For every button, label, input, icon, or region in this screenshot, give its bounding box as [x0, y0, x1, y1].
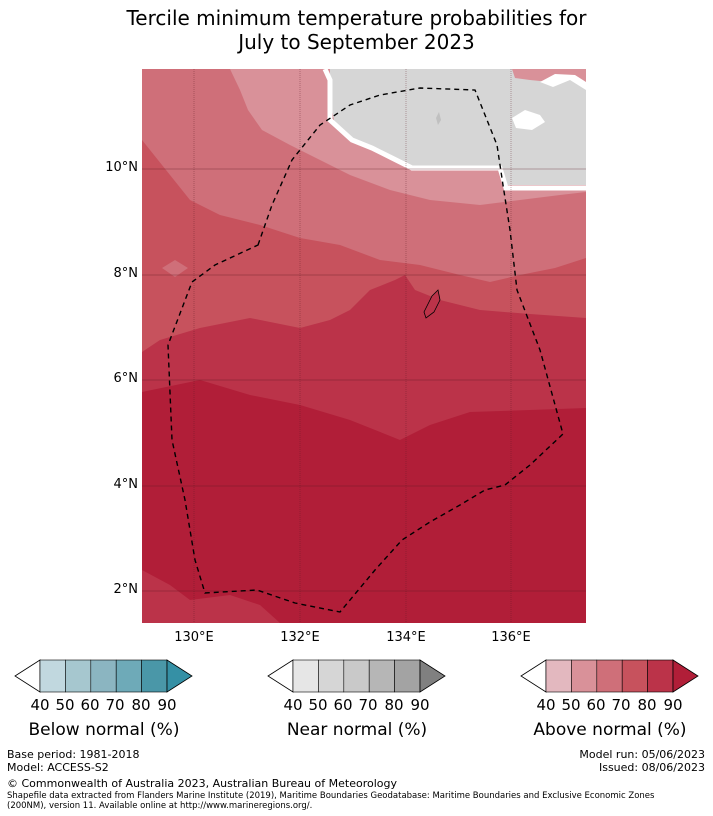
zone-gap-corner: [512, 69, 586, 85]
zone-gap-patch: [512, 110, 545, 130]
lat-label-2n: 2°N: [113, 582, 139, 597]
colorbar-near-label: Near normal (%): [286, 720, 428, 740]
colorbar-extend-low: [267, 659, 294, 693]
zone-above-60-blob: [162, 260, 188, 277]
colorbar-segment: [65, 659, 92, 693]
tick-label: 50: [308, 696, 328, 714]
issued-date: Issued: 08/06/2023: [598, 761, 705, 774]
colorbar-segment: [39, 659, 66, 693]
zone-above-80-south: [142, 570, 280, 623]
tick-label: 70: [358, 696, 378, 714]
zone-near-normal: [330, 69, 586, 185]
tick-label: 60: [586, 696, 606, 714]
map-title: Tercile minimum temperature probabilitie…: [0, 6, 713, 54]
tick-label: 90: [410, 696, 430, 714]
tick-label: 70: [105, 696, 125, 714]
shapefile-credit-2: (200NM), version 11. Available online at…: [7, 801, 313, 811]
colorbar-extend-high: [166, 659, 193, 693]
eez-boundary: [167, 87, 564, 613]
tick-label: 40: [30, 696, 50, 714]
tick-label: 40: [536, 696, 556, 714]
lon-label-136e: 136°E: [491, 630, 531, 645]
colorbar-segment: [318, 659, 345, 693]
colorbar-segment: [571, 659, 598, 693]
model-run: Model run: 05/06/2023: [579, 748, 705, 761]
shapefile-credit-1: Shapefile data extracted from Flanders M…: [7, 791, 655, 801]
probability-map: [142, 69, 586, 623]
colorbar-segment: [368, 659, 395, 693]
lat-label-4n: 4°N: [113, 477, 139, 492]
tick-label: 60: [333, 696, 353, 714]
tick-label: 70: [611, 696, 631, 714]
colorbar-above-normal: [520, 659, 699, 693]
colorbar-extend-high: [672, 659, 699, 693]
tick-label: 60: [80, 696, 100, 714]
colorbar-segment: [343, 659, 370, 693]
colorbar-extend-low: [14, 659, 41, 693]
colorbar-near-normal: [267, 659, 446, 693]
island-palau: [423, 289, 441, 319]
colorbar-below-label: Below normal (%): [28, 720, 180, 740]
lon-label-130e: 130°E: [174, 630, 214, 645]
colorbar-segment: [90, 659, 117, 693]
colorbar-above-label: Above normal (%): [533, 720, 687, 740]
title-line-1: Tercile minimum temperature probabilitie…: [126, 6, 587, 30]
title-line-2: July to September 2023: [238, 30, 475, 54]
colorbar-segment: [141, 659, 168, 693]
model-name: Model: ACCESS-S2: [7, 761, 109, 774]
tick-label: 50: [55, 696, 75, 714]
tick-label: 80: [637, 696, 657, 714]
island-small: [436, 112, 441, 125]
tick-label: 90: [663, 696, 683, 714]
colorbar-below-normal: [14, 659, 193, 693]
tick-label: 50: [561, 696, 581, 714]
lon-label-134e: 134°E: [386, 630, 426, 645]
lat-label-8n: 8°N: [113, 266, 139, 281]
colorbar-segment: [596, 659, 623, 693]
colorbar-extend-low: [520, 659, 547, 693]
zone-gap-line: [322, 69, 586, 191]
colorbar-segment: [545, 659, 572, 693]
colorbar-segment: [292, 659, 319, 693]
lon-label-132e: 132°E: [280, 630, 320, 645]
colorbar-extend-high: [419, 659, 446, 693]
colorbar-segment: [115, 659, 142, 693]
tick-label: 90: [157, 696, 177, 714]
base-period: Base period: 1981-2018: [7, 748, 140, 761]
lat-label-10n: 10°N: [105, 160, 138, 175]
colorbar-segment: [394, 659, 421, 693]
colorbar-segment: [647, 659, 674, 693]
tick-label: 80: [131, 696, 151, 714]
zone-gap-patch-2: [540, 74, 586, 90]
colorbar-segment: [621, 659, 648, 693]
map-gridlines: [142, 69, 586, 623]
tick-label: 80: [384, 696, 404, 714]
lat-label-6n: 6°N: [113, 371, 139, 386]
tick-label: 40: [283, 696, 303, 714]
copyright: © Commonwealth of Australia 2023, Austra…: [7, 777, 397, 790]
